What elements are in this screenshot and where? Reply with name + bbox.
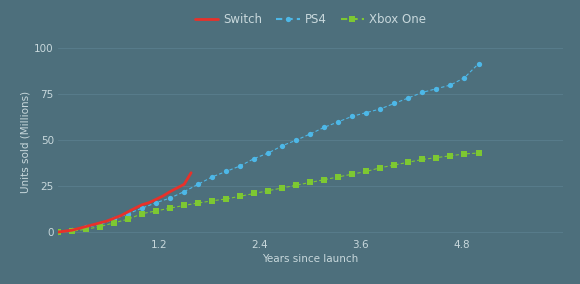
PS4 (475, 62, 482, 65)
PS4 (377, 107, 384, 111)
Xbox One (264, 189, 271, 192)
X-axis label: Years since launch: Years since launch (262, 254, 358, 264)
Switch (125, 210, 132, 214)
Legend: Switch, PS4, Xbox One: Switch, PS4, Xbox One (195, 13, 426, 26)
Xbox One (349, 172, 356, 176)
Switch (75, 227, 82, 230)
Xbox One (195, 201, 202, 205)
PS4 (349, 114, 356, 118)
Switch (111, 217, 118, 220)
Xbox One (223, 197, 230, 201)
PS4 (335, 120, 342, 124)
Switch (180, 183, 187, 186)
Switch (146, 201, 153, 204)
PS4 (223, 170, 230, 173)
Xbox One (391, 163, 398, 167)
Switch (153, 198, 160, 201)
PS4 (461, 76, 468, 80)
Xbox One (153, 209, 160, 213)
Switch (118, 214, 125, 217)
Switch (55, 230, 61, 234)
PS4 (166, 196, 173, 200)
Xbox One (447, 154, 454, 158)
Xbox One (209, 199, 216, 202)
Xbox One (335, 175, 342, 179)
PS4 (419, 91, 426, 94)
Xbox One (96, 225, 103, 228)
Line: Switch: Switch (58, 173, 191, 232)
Switch (61, 229, 68, 233)
Switch (166, 190, 173, 193)
Xbox One (279, 186, 286, 190)
Xbox One (237, 195, 244, 198)
PS4 (279, 144, 286, 147)
Switch (104, 219, 111, 223)
Xbox One (405, 160, 412, 164)
Xbox One (475, 151, 482, 155)
PS4 (209, 175, 216, 179)
Line: Xbox One: Xbox One (55, 151, 481, 235)
Line: PS4: PS4 (55, 61, 481, 235)
Xbox One (363, 170, 370, 173)
PS4 (96, 223, 103, 226)
PS4 (82, 226, 89, 229)
PS4 (447, 83, 454, 87)
PS4 (363, 111, 370, 114)
Switch (89, 223, 96, 226)
Xbox One (82, 227, 89, 231)
PS4 (405, 96, 412, 100)
PS4 (111, 218, 118, 221)
PS4 (433, 87, 440, 90)
Xbox One (433, 156, 440, 159)
PS4 (251, 157, 258, 160)
PS4 (307, 132, 314, 136)
Xbox One (419, 158, 426, 161)
Switch (139, 203, 146, 206)
Switch (96, 221, 103, 225)
Y-axis label: Units sold (Millions): Units sold (Millions) (20, 91, 30, 193)
Xbox One (166, 206, 173, 210)
Switch (173, 186, 180, 190)
PS4 (321, 126, 328, 129)
PS4 (153, 201, 160, 204)
Xbox One (251, 192, 258, 195)
PS4 (391, 102, 398, 105)
PS4 (237, 164, 244, 168)
Xbox One (377, 166, 384, 170)
Xbox One (55, 230, 61, 234)
Switch (68, 229, 75, 232)
Xbox One (321, 178, 328, 181)
PS4 (180, 190, 187, 193)
Xbox One (125, 218, 132, 221)
PS4 (195, 183, 202, 186)
Xbox One (139, 212, 146, 215)
Switch (82, 225, 89, 228)
Switch (160, 194, 166, 198)
Switch (188, 171, 195, 174)
PS4 (139, 206, 146, 210)
Xbox One (180, 204, 187, 207)
Xbox One (111, 221, 118, 225)
Xbox One (68, 229, 75, 233)
PS4 (68, 229, 75, 232)
PS4 (264, 151, 271, 155)
PS4 (293, 139, 300, 142)
Switch (132, 206, 139, 210)
Xbox One (293, 183, 300, 187)
PS4 (55, 230, 61, 234)
Xbox One (307, 181, 314, 184)
Xbox One (461, 152, 468, 156)
PS4 (125, 212, 132, 215)
